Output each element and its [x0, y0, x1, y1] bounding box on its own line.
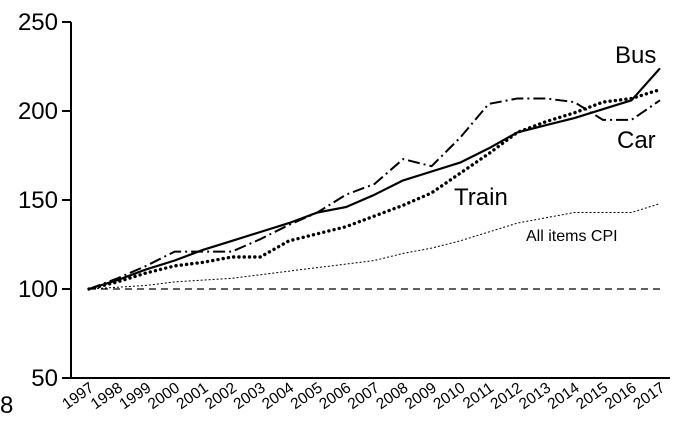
chart-axes — [70, 22, 670, 379]
x-tick-label-fragment: 8 — [0, 392, 13, 419]
y-tick-label: 50 — [31, 365, 58, 392]
series-labels: Bus Car Train All items CPI — [454, 42, 656, 245]
y-tick-label: 250 — [18, 9, 58, 36]
train-series-line — [87, 87, 662, 291]
x-axis-ticks: 1997199819992000200120022003200420052006… — [0, 379, 668, 419]
car-series-line — [88, 97, 661, 290]
x-tick-label: 2017 — [630, 379, 668, 413]
y-tick-label: 200 — [18, 98, 58, 125]
train-label: Train — [454, 184, 508, 211]
bus-series-line — [88, 67, 661, 291]
car-label: Car — [617, 127, 656, 154]
cpi-label: All items CPI — [526, 228, 618, 245]
bus-label: Bus — [615, 42, 656, 69]
y-tick-label: 100 — [18, 276, 58, 303]
chart-series — [87, 67, 662, 291]
y-tick-label: 150 — [18, 187, 58, 214]
y-axis-ticks: 50 100 150 200 250 — [18, 9, 71, 392]
